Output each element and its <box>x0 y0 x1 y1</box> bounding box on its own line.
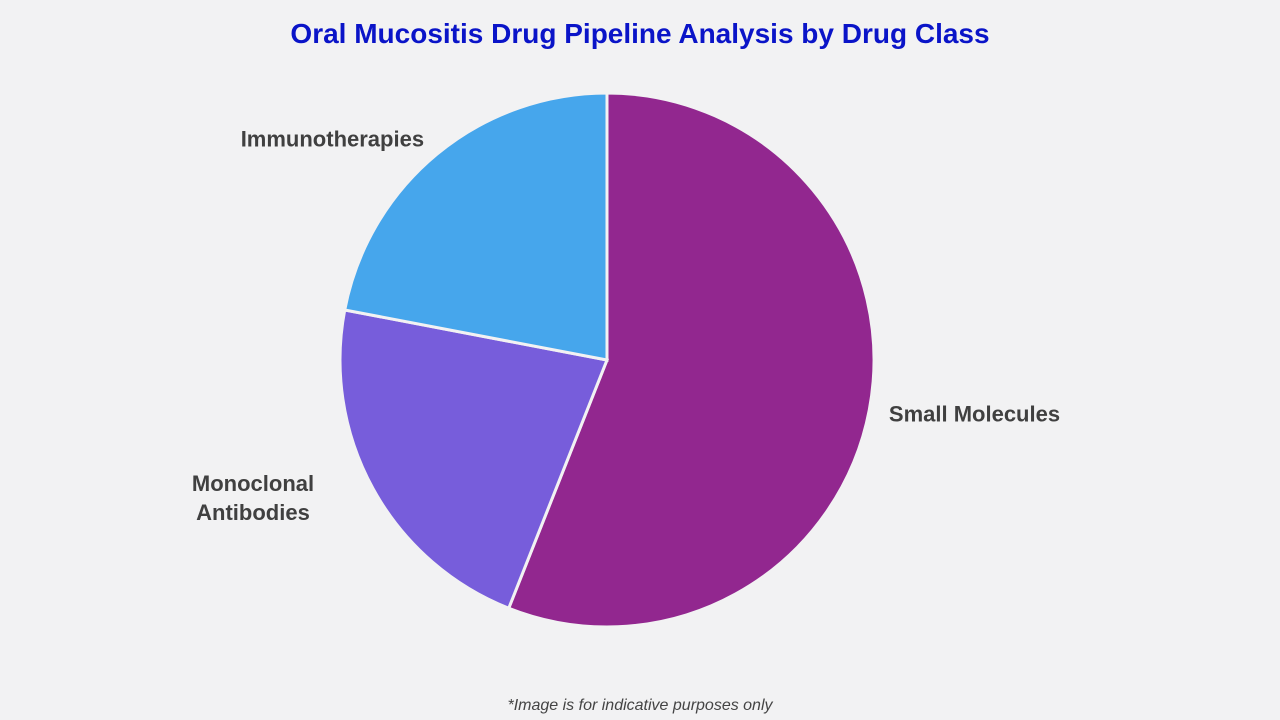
slice-label: Immunotherapies <box>240 126 425 152</box>
pie-slice <box>506 91 876 629</box>
slice-label: Monoclonal Antibodies <box>191 471 315 526</box>
slice-label: Small Molecules <box>888 401 1061 427</box>
pie-slice <box>342 91 609 362</box>
footnote: *Image is for indicative purposes only <box>507 697 773 714</box>
pie-slice <box>338 308 610 611</box>
chart-title: Oral Mucositis Drug Pipeline Analysis by… <box>290 18 990 49</box>
